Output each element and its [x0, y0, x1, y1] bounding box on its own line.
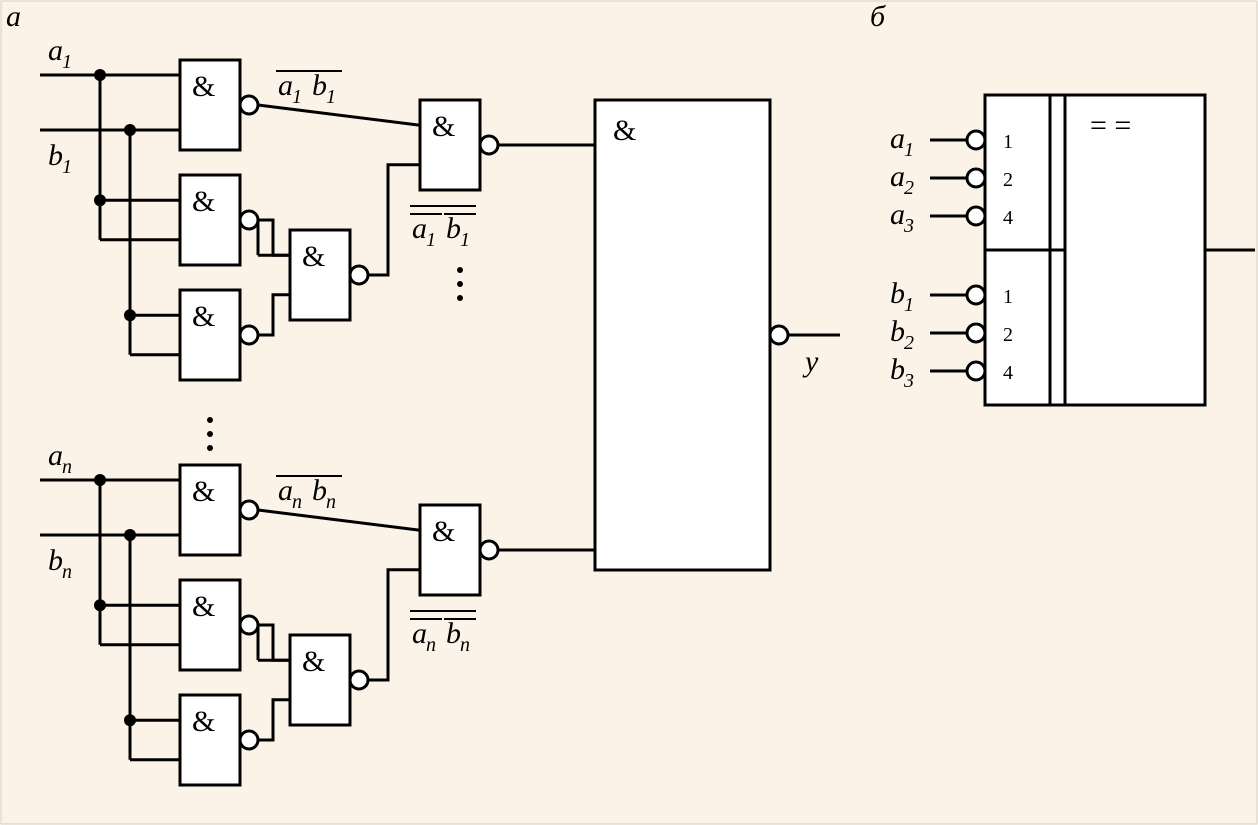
- nand-0-2-bubble: [240, 211, 258, 229]
- cmp-b-bubble-0: [967, 286, 985, 304]
- svg-text:1: 1: [426, 229, 436, 251]
- nand-0-1-bubble: [240, 96, 258, 114]
- junc-b2-0: [124, 309, 136, 321]
- svg-text:a: a: [412, 212, 427, 245]
- nand-1-2-bubble: [240, 616, 258, 634]
- cmp-b-label-0: b: [890, 277, 905, 310]
- svg-text:b: b: [446, 617, 461, 650]
- ellipsis-mid-0: [457, 267, 463, 273]
- cmp-b-bubble-2: [967, 362, 985, 380]
- svg-text:n: n: [292, 491, 302, 513]
- panel-a-label: а: [6, 0, 21, 33]
- junc-b2-1: [124, 714, 136, 726]
- cmp-a-weight-0: 1: [1003, 131, 1013, 153]
- cmp-a-label-0-sub: 1: [904, 139, 914, 161]
- junc-a2-1: [94, 599, 106, 611]
- cmp-a-weight-1: 2: [1003, 169, 1013, 191]
- nand-1-4-bubble: [350, 671, 368, 689]
- junc-b-1: [124, 529, 136, 541]
- nand-0-1-symbol: &: [192, 70, 215, 103]
- cmp-b-label-2-sub: 3: [903, 370, 914, 392]
- nand-1-2-symbol: &: [192, 590, 215, 623]
- input-b-0-label: b: [48, 139, 63, 172]
- input-a-0-label-sub: 1: [62, 51, 72, 73]
- ellipsis-left-1: [207, 431, 213, 437]
- junc-b-0: [124, 124, 136, 136]
- cmp-a-bubble-1: [967, 169, 985, 187]
- nand-1-3-bubble: [240, 731, 258, 749]
- cmp-b-weight-1: 2: [1003, 324, 1013, 346]
- svg-text:1: 1: [292, 86, 302, 108]
- nand-0-3-symbol: &: [192, 300, 215, 333]
- big-nand-symbol: &: [613, 114, 636, 147]
- nand-1-5-symbol: &: [432, 515, 455, 548]
- cmp-a-bubble-0: [967, 131, 985, 149]
- svg-text:1: 1: [326, 86, 336, 108]
- svg-text:a: a: [412, 617, 427, 650]
- nand-1-4-symbol: &: [302, 645, 325, 678]
- svg-text:1: 1: [460, 229, 470, 251]
- ellipsis-left-0: [207, 417, 213, 423]
- nand-0-5-bubble: [480, 136, 498, 154]
- cmp-b-label-0-sub: 1: [904, 294, 914, 316]
- cmp-a-label-2-sub: 3: [903, 215, 914, 237]
- nand-0-5-symbol: &: [432, 110, 455, 143]
- cmp-a-label-1: a: [890, 160, 905, 193]
- cmp-b-label-1-sub: 2: [904, 332, 914, 354]
- svg-text:a: a: [278, 474, 293, 507]
- nand-1-3-symbol: &: [192, 705, 215, 738]
- cmp-b-weight-0: 1: [1003, 286, 1013, 308]
- nand-0-2-symbol: &: [192, 185, 215, 218]
- cmp-b-label-2: b: [890, 353, 905, 386]
- big-nand: [595, 100, 770, 570]
- equality-symbol: = =: [1090, 109, 1131, 142]
- input-b-0-label-sub: 1: [62, 156, 72, 178]
- cmp-a-label-2: a: [890, 198, 905, 231]
- nand-1-5-bubble: [480, 541, 498, 559]
- input-a-0-label: a: [48, 34, 63, 67]
- svg-text:b: b: [312, 474, 327, 507]
- cmp-a-bubble-2: [967, 207, 985, 225]
- cmp-a-label-1-sub: 2: [904, 177, 914, 199]
- cmp-b-label-1: b: [890, 315, 905, 348]
- ellipsis-left-2: [207, 445, 213, 451]
- nand-1-1-bubble: [240, 501, 258, 519]
- input-a-1-label-sub: n: [62, 456, 72, 478]
- svg-text:b: b: [446, 212, 461, 245]
- cmp-a-label-0: a: [890, 122, 905, 155]
- input-b-1-label-sub: n: [62, 561, 72, 583]
- junc-a2-0: [94, 194, 106, 206]
- nand-0-4-symbol: &: [302, 240, 325, 273]
- junc-a-0: [94, 69, 106, 81]
- svg-text:n: n: [460, 634, 470, 656]
- svg-text:b: b: [312, 69, 327, 102]
- input-a-1-label: a: [48, 439, 63, 472]
- input-b-1-label: b: [48, 544, 63, 577]
- nand-0-4-bubble: [350, 266, 368, 284]
- svg-text:n: n: [426, 634, 436, 656]
- svg-text:a: a: [278, 69, 293, 102]
- output-label: y: [802, 345, 819, 378]
- ellipsis-mid-1: [457, 281, 463, 287]
- panel-b-label: б: [870, 0, 886, 33]
- nand-1-1-symbol: &: [192, 475, 215, 508]
- junc-a-1: [94, 474, 106, 486]
- cmp-a-weight-2: 4: [1003, 207, 1013, 229]
- cmp-b-bubble-1: [967, 324, 985, 342]
- svg-text:n: n: [326, 491, 336, 513]
- diagram-svg: а б a1b1&&&&&a1b1a1b1anbn&&&&&anbnanbn&y…: [0, 0, 1258, 825]
- ellipsis-mid-2: [457, 295, 463, 301]
- big-nand-bubble: [770, 326, 788, 344]
- nand-0-3-bubble: [240, 326, 258, 344]
- cmp-b-weight-2: 4: [1003, 362, 1013, 384]
